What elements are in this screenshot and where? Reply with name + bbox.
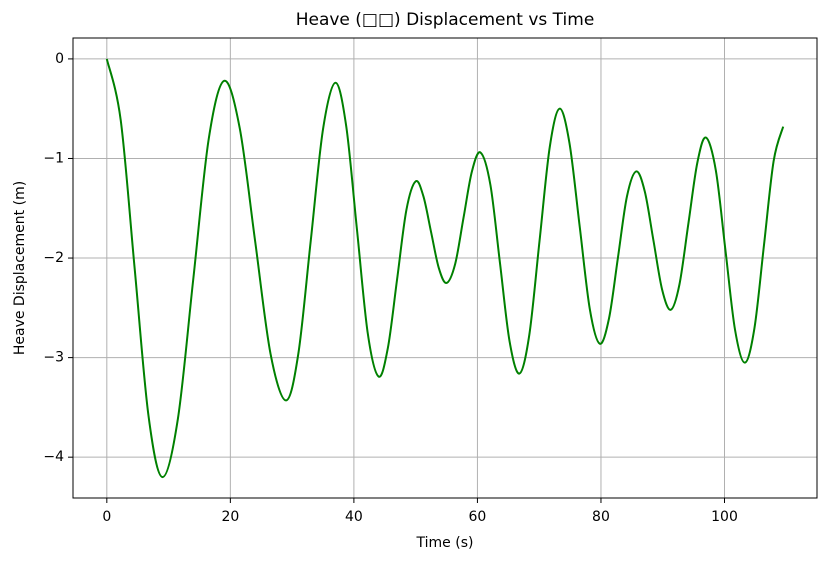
x-tick-label: 100 xyxy=(711,509,738,525)
x-tick-label: 40 xyxy=(345,509,363,525)
y-tick-label: −1 xyxy=(43,150,64,166)
chart-title: Heave (□□) Displacement vs Time xyxy=(296,10,595,30)
x-tick-label: 20 xyxy=(221,509,239,525)
x-axis-label: Time (s) xyxy=(416,535,474,551)
y-axis-label: Heave Displacement (m) xyxy=(12,181,28,355)
y-tick-label: −2 xyxy=(43,250,64,266)
y-tick-label: −4 xyxy=(43,449,64,465)
plot-frame xyxy=(72,37,818,499)
x-tick-label: 80 xyxy=(592,509,610,525)
y-tick-label: 0 xyxy=(55,51,64,67)
line-series xyxy=(105,58,785,479)
x-tick-label: 60 xyxy=(469,509,487,525)
x-tick-label: 0 xyxy=(102,509,111,525)
y-tick-label: −3 xyxy=(43,350,64,366)
